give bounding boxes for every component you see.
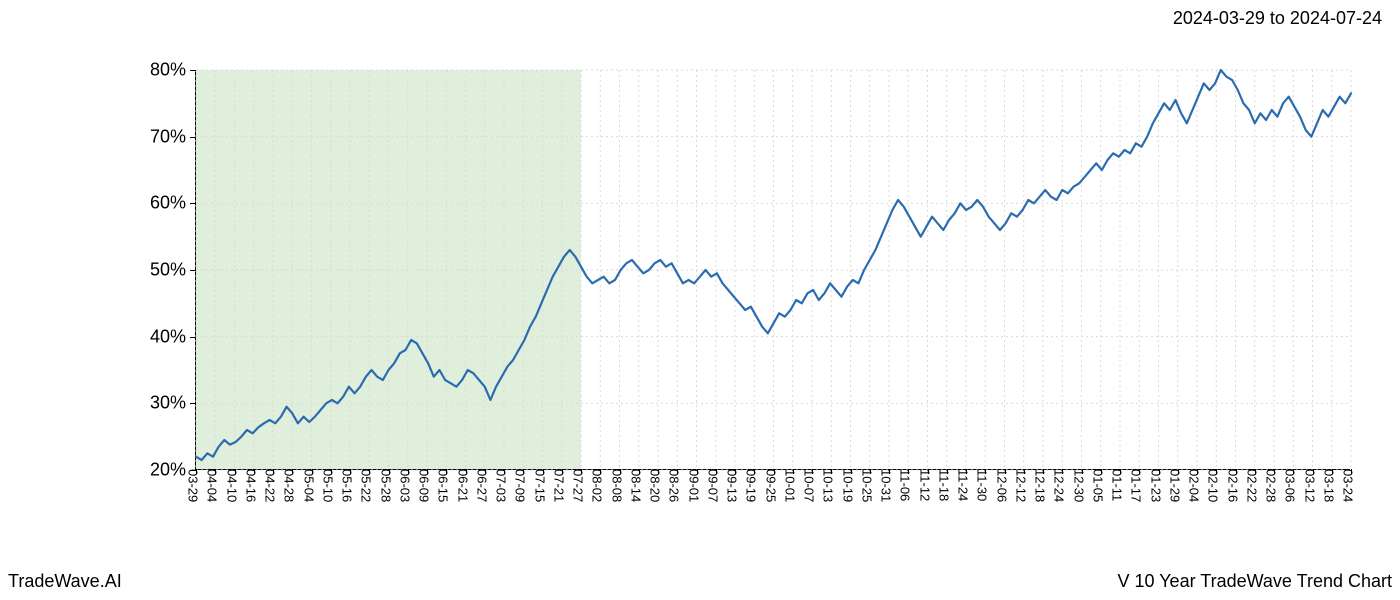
plot-area: 20%30%40%50%60%70%80%03-2904-0404-1004-1…: [195, 70, 1350, 470]
brand-label: TradeWave.AI: [8, 571, 122, 592]
chart-title: V 10 Year TradeWave Trend Chart: [1118, 571, 1393, 592]
date-range-label: 2024-03-29 to 2024-07-24: [1173, 8, 1382, 29]
line-series: [196, 70, 1351, 470]
chart-container: 20%30%40%50%60%70%80%03-2904-0404-1004-1…: [0, 50, 1400, 550]
